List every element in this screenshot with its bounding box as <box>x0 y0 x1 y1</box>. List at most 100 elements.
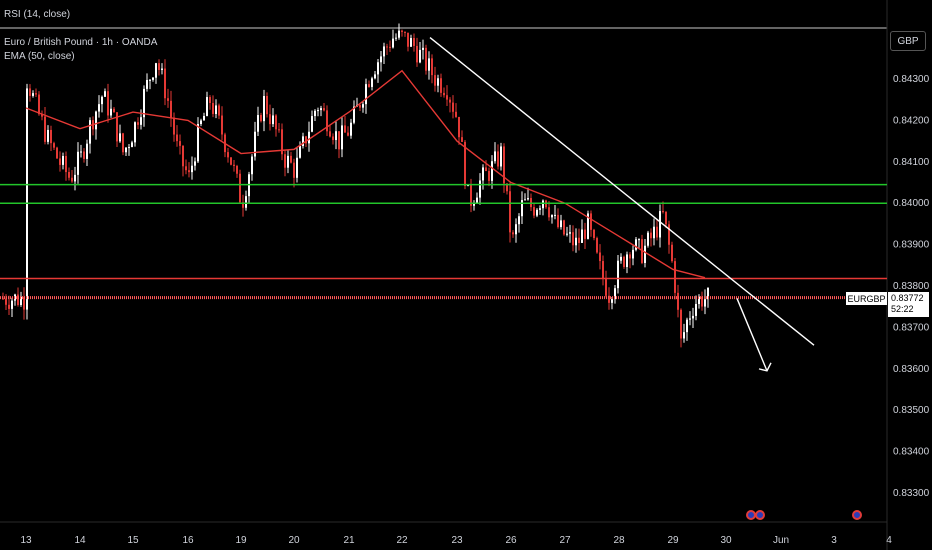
y-tick-label: 0.84000 <box>893 198 930 209</box>
candle-body <box>275 115 277 130</box>
candle-body <box>71 177 73 182</box>
x-tick-label: 19 <box>235 535 247 546</box>
trendline <box>429 37 815 346</box>
ema-indicator-label[interactable]: EMA (50, close) <box>4 51 75 62</box>
candle-body <box>695 303 697 316</box>
candle-body <box>455 111 457 117</box>
candle-body <box>461 137 463 142</box>
candle-body <box>467 184 469 187</box>
candle-body <box>404 31 406 33</box>
candle-body <box>284 154 286 168</box>
candle-body <box>242 202 244 208</box>
candle-body <box>254 131 256 157</box>
candle-body <box>89 120 91 144</box>
candle-body <box>650 232 652 239</box>
candle-body <box>143 88 145 118</box>
candle-body <box>176 134 178 142</box>
candle-body <box>95 111 97 130</box>
candle-body <box>221 115 223 135</box>
candle-body <box>458 116 460 138</box>
y-tick-label: 0.83700 <box>893 322 930 333</box>
candle-body <box>551 215 553 218</box>
candle-body <box>656 226 658 238</box>
symbol-tag: EURGBP <box>846 292 887 305</box>
candle-body <box>374 74 376 79</box>
candle-body <box>614 288 616 300</box>
x-tick-label: Jun <box>773 535 789 546</box>
candle-body <box>428 58 430 71</box>
candle-body <box>209 97 211 104</box>
candle-body <box>278 129 280 131</box>
candle-body <box>503 146 505 184</box>
candle-body <box>704 299 706 307</box>
candle-body <box>11 300 13 309</box>
candle-body <box>422 47 424 50</box>
candle-body <box>161 68 163 70</box>
candle-body <box>494 151 496 162</box>
candle-body <box>317 110 319 112</box>
candle-body <box>197 123 199 162</box>
candle-body <box>689 318 691 320</box>
candle-body <box>338 131 340 150</box>
candle-body <box>329 131 331 137</box>
candle-body <box>17 294 19 306</box>
candle-body <box>632 249 634 259</box>
candle-body <box>371 78 373 87</box>
candle-body <box>137 122 139 125</box>
candle-body <box>560 220 562 228</box>
candle-body <box>44 116 46 142</box>
x-tick-label: 23 <box>451 535 463 546</box>
candle-body <box>74 174 76 182</box>
candle-body <box>125 147 127 153</box>
x-tick-label: 22 <box>396 535 408 546</box>
candle-body <box>263 96 265 122</box>
candle-body <box>389 46 391 48</box>
candle-body <box>380 56 382 63</box>
x-tick-label: 16 <box>182 535 194 546</box>
candle-body <box>26 88 28 310</box>
candle-body <box>698 296 700 304</box>
candle-body <box>266 96 268 115</box>
event-marker-icon[interactable] <box>755 510 765 520</box>
projection-arrow-head <box>758 362 772 372</box>
candle-body <box>500 146 502 167</box>
candle-body <box>506 183 508 192</box>
candle-body <box>320 108 322 111</box>
candle-body <box>635 239 637 250</box>
candle-body <box>368 84 370 87</box>
chart-title: Euro / British Pound · 1h · OANDA <box>4 37 158 48</box>
candle-body <box>395 37 397 39</box>
candle-body <box>110 108 112 116</box>
candle-body <box>437 78 439 86</box>
candle-body <box>626 254 628 267</box>
candle-body <box>509 191 511 233</box>
event-marker-icon[interactable] <box>852 510 862 520</box>
candle-body <box>521 200 523 217</box>
candle-body <box>605 278 607 296</box>
candle-body <box>470 184 472 206</box>
candle-body <box>674 261 676 293</box>
candle-body <box>38 94 40 115</box>
candle-body <box>68 172 70 178</box>
candle-body <box>443 92 445 96</box>
candle-body <box>146 80 148 89</box>
candle-body <box>107 91 109 116</box>
x-tick-label: 27 <box>559 535 571 546</box>
candle-body <box>680 309 682 339</box>
candle-body <box>497 151 499 167</box>
candle-body <box>683 332 685 339</box>
candle-body <box>584 229 586 239</box>
candle-body <box>512 232 514 235</box>
candle-body <box>659 211 661 238</box>
candle-body <box>56 147 58 159</box>
candle-body <box>638 239 640 241</box>
candle-body <box>572 232 574 246</box>
currency-button[interactable]: GBP <box>890 31 926 51</box>
rsi-indicator-label[interactable]: RSI (14, close) <box>4 9 71 20</box>
y-tick-label: 0.83600 <box>893 364 930 375</box>
candle-body <box>182 145 184 167</box>
candle-body <box>386 46 388 48</box>
candle-body <box>662 211 664 213</box>
x-tick-label: 4 <box>886 535 892 546</box>
